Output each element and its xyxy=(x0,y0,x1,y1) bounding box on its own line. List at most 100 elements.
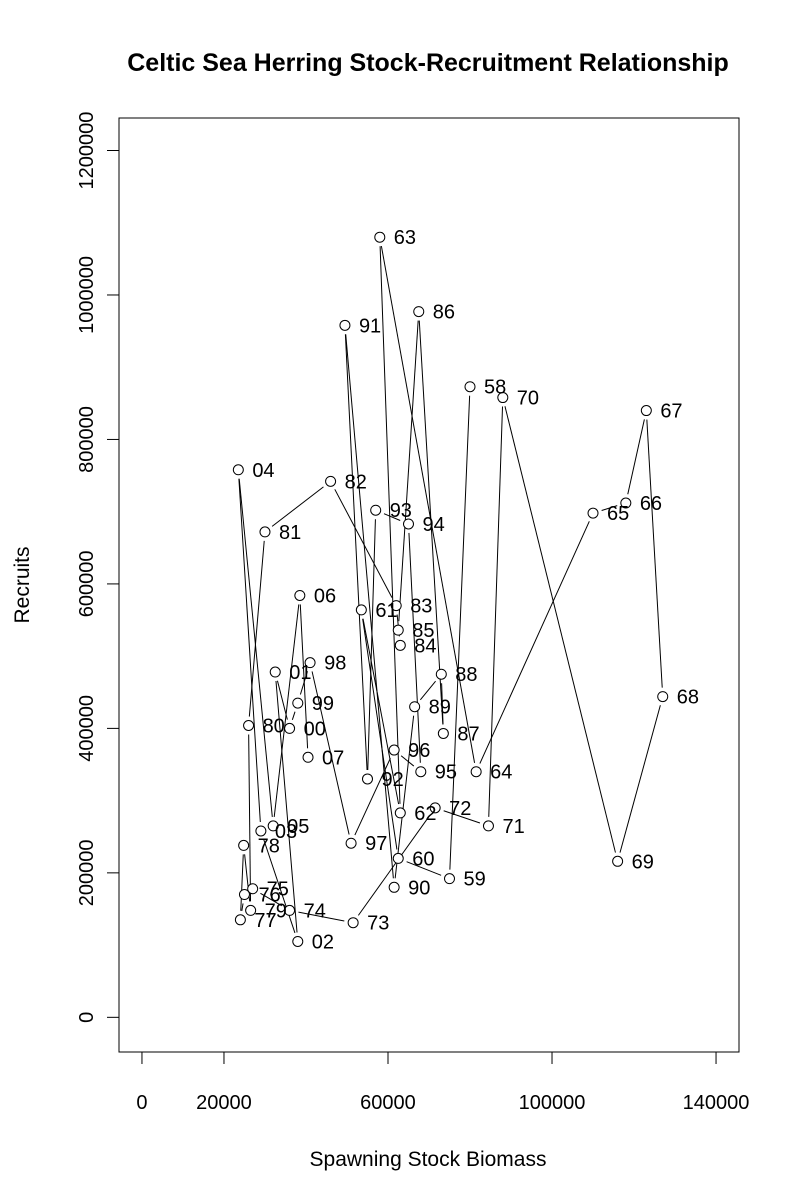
data-point xyxy=(269,666,281,678)
point-label: 07 xyxy=(322,747,344,769)
series-segment xyxy=(488,406,504,817)
series-segment xyxy=(357,814,431,916)
point-label: 73 xyxy=(367,913,389,935)
data-point xyxy=(294,589,306,601)
point-label: 76 xyxy=(258,885,280,907)
point-label: 77 xyxy=(254,910,276,932)
data-point xyxy=(437,727,449,739)
point-label: 99 xyxy=(312,693,334,715)
x-axis-label: Spawning Stock Biomass xyxy=(310,1148,547,1171)
point-label: 64 xyxy=(490,762,512,784)
point-label: 71 xyxy=(502,816,524,838)
series-segment xyxy=(271,486,324,527)
series-segment xyxy=(394,715,415,879)
series-segment xyxy=(406,861,442,876)
series-segment xyxy=(248,734,252,902)
y-tick-label: 600000 xyxy=(76,551,98,618)
series-segment xyxy=(354,758,391,836)
series-segment xyxy=(619,705,661,853)
point-label: 87 xyxy=(457,723,479,745)
point-label: 88 xyxy=(455,664,477,686)
data-point xyxy=(620,497,632,509)
data-point xyxy=(388,881,400,893)
data-point xyxy=(292,697,304,709)
point-label: 67 xyxy=(660,401,682,423)
series-segment xyxy=(291,711,296,720)
series-segment xyxy=(298,911,345,922)
point-label: 89 xyxy=(429,697,451,719)
point-label: 66 xyxy=(640,493,662,515)
plot-frame xyxy=(118,117,740,1053)
data-point xyxy=(392,852,404,864)
series-segment xyxy=(275,680,298,933)
point-label: 65 xyxy=(607,503,629,525)
data-point xyxy=(339,319,351,331)
point-label: 96 xyxy=(408,740,430,762)
point-label: 69 xyxy=(632,851,654,873)
point-label: 75 xyxy=(267,879,289,901)
point-label: 86 xyxy=(433,302,455,324)
data-point xyxy=(292,935,304,947)
series-segment xyxy=(334,489,393,598)
data-point xyxy=(284,904,296,916)
data-point xyxy=(243,719,255,731)
series-segment xyxy=(627,419,645,495)
series-segment xyxy=(299,604,309,749)
point-label: 01 xyxy=(289,662,311,684)
data-point xyxy=(370,504,382,516)
data-point xyxy=(247,883,259,895)
point-label: 70 xyxy=(517,388,539,410)
point-label: 93 xyxy=(390,500,412,522)
series-segment xyxy=(408,532,421,763)
chart-title: Celtic Sea Herring Stock-Recruitment Rel… xyxy=(127,49,729,77)
data-point xyxy=(415,766,427,778)
point-label: 79 xyxy=(265,900,287,922)
x-tick-label: 140000 xyxy=(683,1092,750,1114)
y-tick-label: 800000 xyxy=(76,406,98,473)
series-segment xyxy=(379,246,401,804)
data-point xyxy=(255,825,267,837)
point-label: 05 xyxy=(287,816,309,838)
series-segment xyxy=(311,671,350,835)
point-label: 06 xyxy=(314,585,336,607)
data-point xyxy=(429,802,441,814)
data-point xyxy=(267,820,279,832)
series-segment xyxy=(362,618,398,850)
data-point xyxy=(444,873,456,885)
point-label: 82 xyxy=(345,471,367,493)
series-segment xyxy=(601,505,618,511)
data-point xyxy=(238,839,250,851)
data-point xyxy=(413,306,425,318)
data-point xyxy=(234,914,246,926)
data-point xyxy=(390,600,402,612)
y-axis: 0 200000 400000 600000 800000 1000000 1200000 xyxy=(76,112,120,1023)
data-points xyxy=(232,231,669,947)
y-tick-label: 400000 xyxy=(76,695,98,762)
data-point xyxy=(409,701,421,713)
data-point xyxy=(302,751,314,763)
series-segment xyxy=(241,903,244,912)
series-segment xyxy=(504,406,616,853)
data-point xyxy=(587,507,599,519)
series-segment xyxy=(248,540,265,717)
y-tick-label: 1200000 xyxy=(76,112,98,190)
data-point xyxy=(388,744,400,756)
series-segment xyxy=(383,513,401,521)
point-label: 60 xyxy=(412,848,434,870)
point-label: 92 xyxy=(381,769,403,791)
point-label: 61 xyxy=(375,600,397,622)
x-tick-label: 0 xyxy=(136,1092,147,1114)
series-segment xyxy=(345,334,394,879)
data-point xyxy=(464,381,476,393)
data-point xyxy=(284,722,296,734)
point-label: 00 xyxy=(304,718,326,740)
series-segment xyxy=(400,755,415,767)
data-point xyxy=(304,657,316,669)
series-segment xyxy=(398,320,419,622)
data-point xyxy=(238,889,250,901)
point-label: 98 xyxy=(324,653,346,675)
point-label: 62 xyxy=(414,803,436,825)
point-label: 90 xyxy=(408,877,430,899)
data-point xyxy=(394,807,406,819)
